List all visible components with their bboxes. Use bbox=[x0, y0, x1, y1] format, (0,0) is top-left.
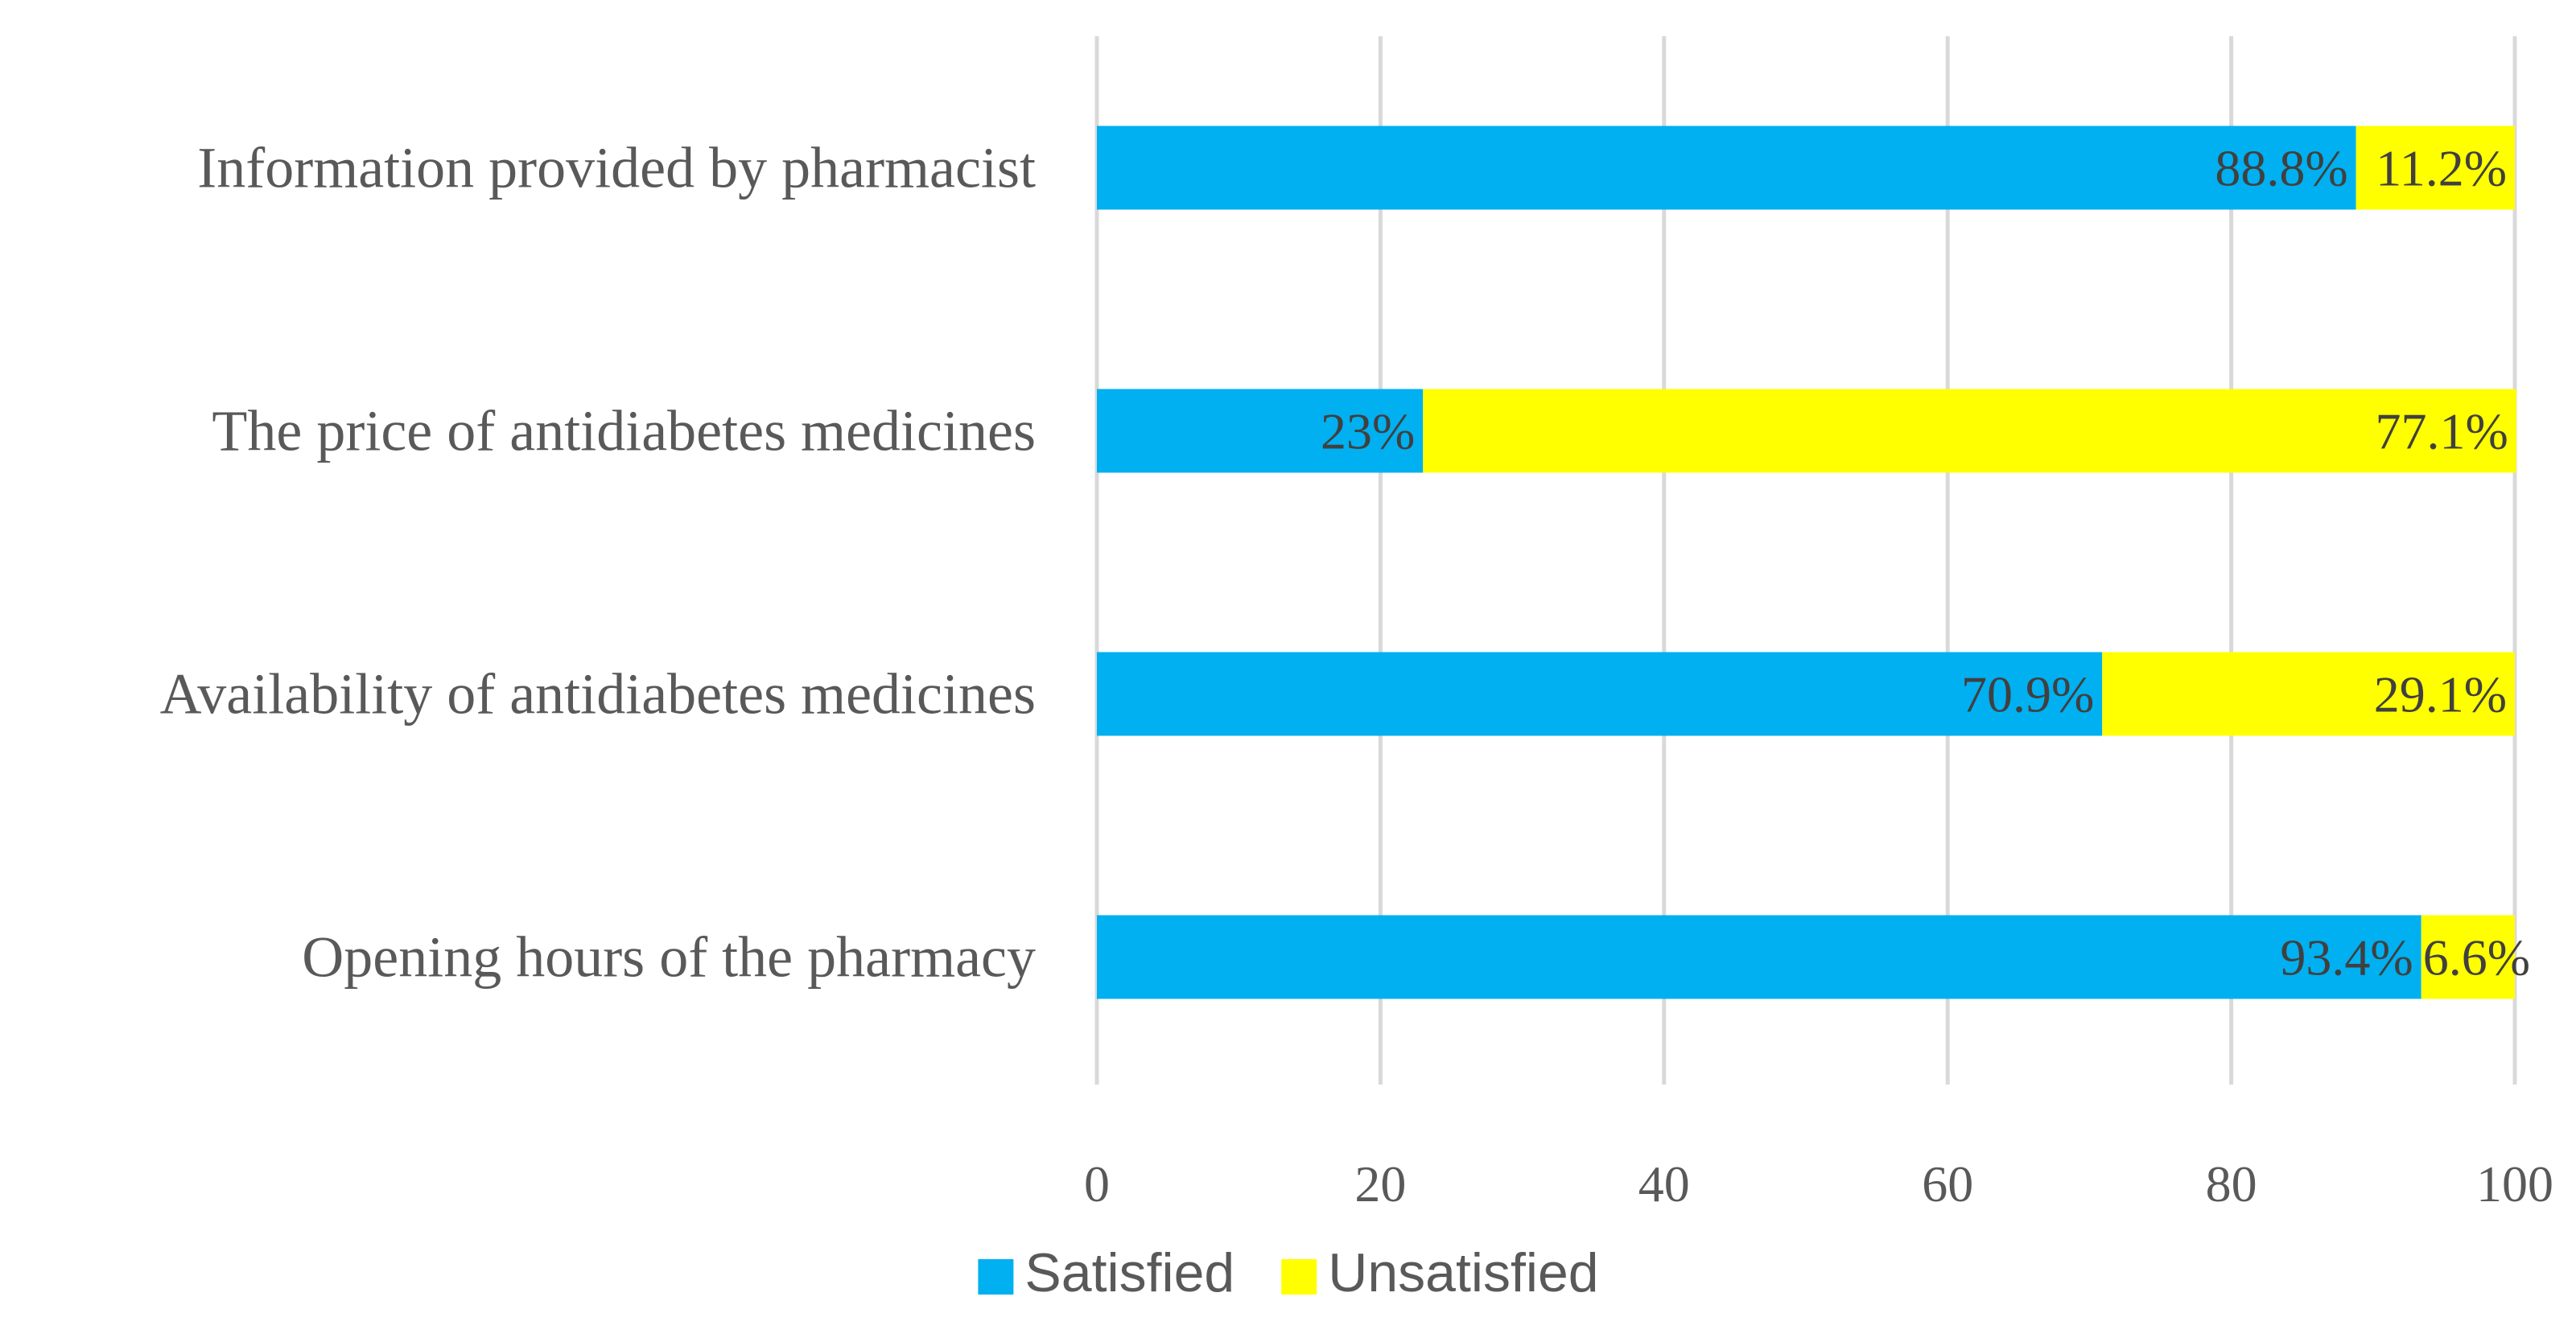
x-tick-label-80: 80 bbox=[2206, 1155, 2257, 1212]
x-tick-label-20: 20 bbox=[1354, 1155, 1406, 1212]
category-label-opening-hours-of-the-pharmacy: Opening hours of the pharmacy bbox=[302, 925, 1036, 990]
legend-label-satisfied: Satisfied bbox=[1024, 1242, 1234, 1303]
legend-item-unsatisfied: Unsatisfied bbox=[1281, 1242, 1598, 1303]
bar-unsatisfied-the-price-of-antidiabetes-medicines bbox=[1423, 389, 2516, 473]
x-tick-label-0: 0 bbox=[1084, 1155, 1110, 1212]
bar-satisfied-availability-of-antidiabetes-medicines bbox=[1097, 653, 2102, 736]
data-label-unsatisfied-opening-hours-of-the-pharmacy: 6.6% bbox=[2423, 929, 2530, 986]
category-label-information-provided-by-pharmacist: Information provided by pharmacist bbox=[197, 136, 1036, 200]
data-label-satisfied-information-provided-by-pharmacist: 88.8% bbox=[2215, 140, 2347, 197]
bars bbox=[1097, 126, 2516, 999]
legend: Satisfied Unsatisfied bbox=[978, 1242, 1598, 1303]
legend-item-satisfied: Satisfied bbox=[978, 1242, 1234, 1303]
data-labels: 88.8% 11.2% 23% 77.1% 70.9% 29.1% 93.4% 6.6% bbox=[1321, 140, 2530, 986]
category-axis-labels: Information provided by pharmacist The pr… bbox=[160, 136, 1036, 990]
category-label-availability-of-antidiabetes-medicines: Availability of antidiabetes medicines bbox=[160, 662, 1036, 727]
x-tick-label-40: 40 bbox=[1638, 1155, 1690, 1212]
data-label-unsatisfied-information-provided-by-pharmacist: 11.2% bbox=[2376, 140, 2507, 197]
legend-label-unsatisfied: Unsatisfied bbox=[1328, 1242, 1598, 1303]
data-label-unsatisfied-availability-of-antidiabetes-medicines: 29.1% bbox=[2374, 666, 2507, 723]
value-axis-tick-labels: 0 20 40 60 80 100 bbox=[1084, 1155, 2553, 1212]
x-tick-label-100: 100 bbox=[2476, 1155, 2553, 1212]
data-label-satisfied-the-price-of-antidiabetes-medicines: 23% bbox=[1321, 403, 1415, 460]
data-label-satisfied-availability-of-antidiabetes-medicines: 70.9% bbox=[1961, 666, 2094, 723]
legend-swatch-satisfied bbox=[978, 1259, 1013, 1295]
data-label-satisfied-opening-hours-of-the-pharmacy: 93.4% bbox=[2280, 929, 2413, 986]
data-label-unsatisfied-the-price-of-antidiabetes-medicines: 77.1% bbox=[2375, 403, 2508, 460]
category-label-the-price-of-antidiabetes-medicines: The price of antidiabetes medicines bbox=[212, 399, 1036, 463]
legend-swatch-unsatisfied bbox=[1281, 1259, 1317, 1295]
stacked-bar-chart: 88.8% 11.2% 23% 77.1% 70.9% 29.1% 93.4% 6.6% In… bbox=[0, 0, 2576, 1338]
x-tick-label-60: 60 bbox=[1922, 1155, 1973, 1212]
bar-satisfied-information-provided-by-pharmacist bbox=[1097, 126, 2356, 210]
bar-satisfied-opening-hours-of-the-pharmacy bbox=[1097, 916, 2421, 999]
